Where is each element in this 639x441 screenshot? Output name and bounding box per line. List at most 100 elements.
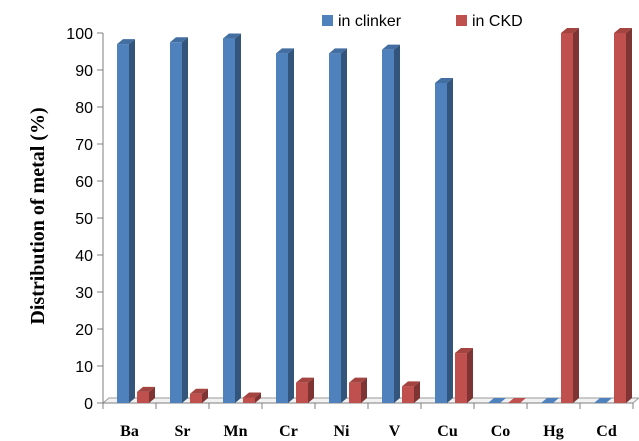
y-tick-label: 40 (75, 248, 93, 265)
bar-top (243, 392, 261, 398)
labels: 0 10 20 30 40 50 60 70 80 90 100 Ba Sr Mn Cr Ni V Cu Co Hg C… (66, 26, 617, 440)
bar-side (626, 28, 632, 403)
bar-top (296, 377, 314, 383)
bar-front (561, 33, 573, 403)
bar-ckd-cd (614, 28, 632, 403)
bar-side (308, 377, 314, 403)
bar-ckd-cu (455, 348, 473, 403)
bar-ckd-sr (190, 388, 208, 403)
x-tick-label: Sr (175, 423, 191, 440)
bar-ckd-hg (561, 28, 579, 403)
bar-clinker-sr (170, 37, 188, 403)
bar-zero (594, 398, 612, 403)
bar-clinker-v (382, 44, 400, 404)
bar-front (329, 53, 341, 403)
bar-clinker-cd (594, 398, 612, 403)
bar-top (455, 348, 473, 354)
bar-front (455, 353, 467, 403)
y-tick-label: 30 (75, 285, 93, 302)
x-tick-label: Ni (334, 423, 351, 440)
bar-clinker-hg (541, 398, 559, 403)
bar-ckd-ba (137, 386, 155, 403)
bar-top (349, 377, 367, 383)
bar-top (614, 28, 632, 33)
bar-top (190, 388, 208, 394)
bar-top (329, 48, 347, 54)
x-tick-label: V (389, 423, 401, 440)
bar-front (190, 393, 202, 403)
bar-zero (488, 398, 506, 403)
bar-front (223, 38, 235, 404)
bar-side (573, 28, 579, 403)
bar-side (149, 386, 155, 403)
bar-front (243, 397, 255, 403)
bar-top (382, 44, 400, 50)
bar-front (296, 382, 308, 403)
bar-side (129, 39, 135, 403)
legend: in clinker in CKD (322, 13, 523, 30)
legend-swatch (322, 15, 333, 26)
legend-item-ckd: in CKD (456, 13, 523, 30)
y-tick-label: 50 (75, 211, 93, 228)
bar-side (414, 381, 420, 403)
bar-top (561, 28, 579, 33)
bar-top (435, 77, 453, 83)
bar-front (402, 386, 414, 403)
bar-side (235, 33, 241, 404)
y-tick-label: 20 (75, 322, 93, 339)
bar-top (170, 37, 188, 43)
bar-zero (541, 398, 559, 403)
bar-clinker-cu (435, 77, 453, 403)
bar-top (137, 386, 155, 392)
x-tick-label: Hg (543, 423, 563, 440)
y-tick-label: 100 (66, 26, 93, 43)
bar-side (202, 388, 208, 403)
x-tick-label: Cr (279, 423, 298, 440)
bar-side (394, 44, 400, 404)
bar-side (182, 37, 188, 403)
bar-top (223, 33, 241, 39)
bar-zero (508, 398, 526, 403)
bar-side (467, 348, 473, 403)
bar-front (382, 49, 394, 404)
legend-swatch (456, 15, 467, 26)
bar-ckd-cr (296, 377, 314, 403)
legend-item-clinker: in clinker (322, 13, 402, 30)
bar-clinker-cr (276, 48, 294, 403)
legend-label: in CKD (472, 13, 523, 30)
bar-front (435, 82, 447, 403)
bar-ckd-mn (243, 392, 261, 403)
bar-side (341, 48, 347, 403)
bar-clinker-mn (223, 33, 241, 404)
y-tick-label: 0 (84, 396, 93, 413)
bar-top (276, 48, 294, 54)
bar-top (402, 381, 420, 387)
bar-front (137, 391, 149, 403)
x-tick-label: Cd (596, 423, 617, 440)
bar-side (361, 377, 367, 403)
x-tick-label: Cu (437, 423, 458, 440)
bar-top (117, 39, 135, 45)
bar-ckd-v (402, 381, 420, 403)
bar-front (170, 42, 182, 403)
bar-clinker-ba (117, 39, 135, 403)
legend-label: in clinker (338, 13, 402, 30)
bar-clinker-ni (329, 48, 347, 403)
x-tick-label: Mn (224, 423, 248, 440)
y-tick-label: 80 (75, 100, 93, 117)
bar-ckd-ni (349, 377, 367, 403)
bar-side (447, 77, 453, 403)
y-tick-label: 60 (75, 174, 93, 191)
bar-side (255, 392, 261, 403)
bar-ckd-co (508, 398, 526, 403)
bars (117, 28, 632, 404)
bar-side (288, 48, 294, 403)
x-tick-label: Co (491, 423, 511, 440)
y-tick-label: 90 (75, 63, 93, 80)
bar-clinker-co (488, 398, 506, 403)
x-tick-label: Ba (120, 423, 139, 440)
y-axis-label: Distribution of metal (%) (27, 107, 49, 324)
bar-front (117, 44, 129, 403)
y-tick-label: 70 (75, 137, 93, 154)
